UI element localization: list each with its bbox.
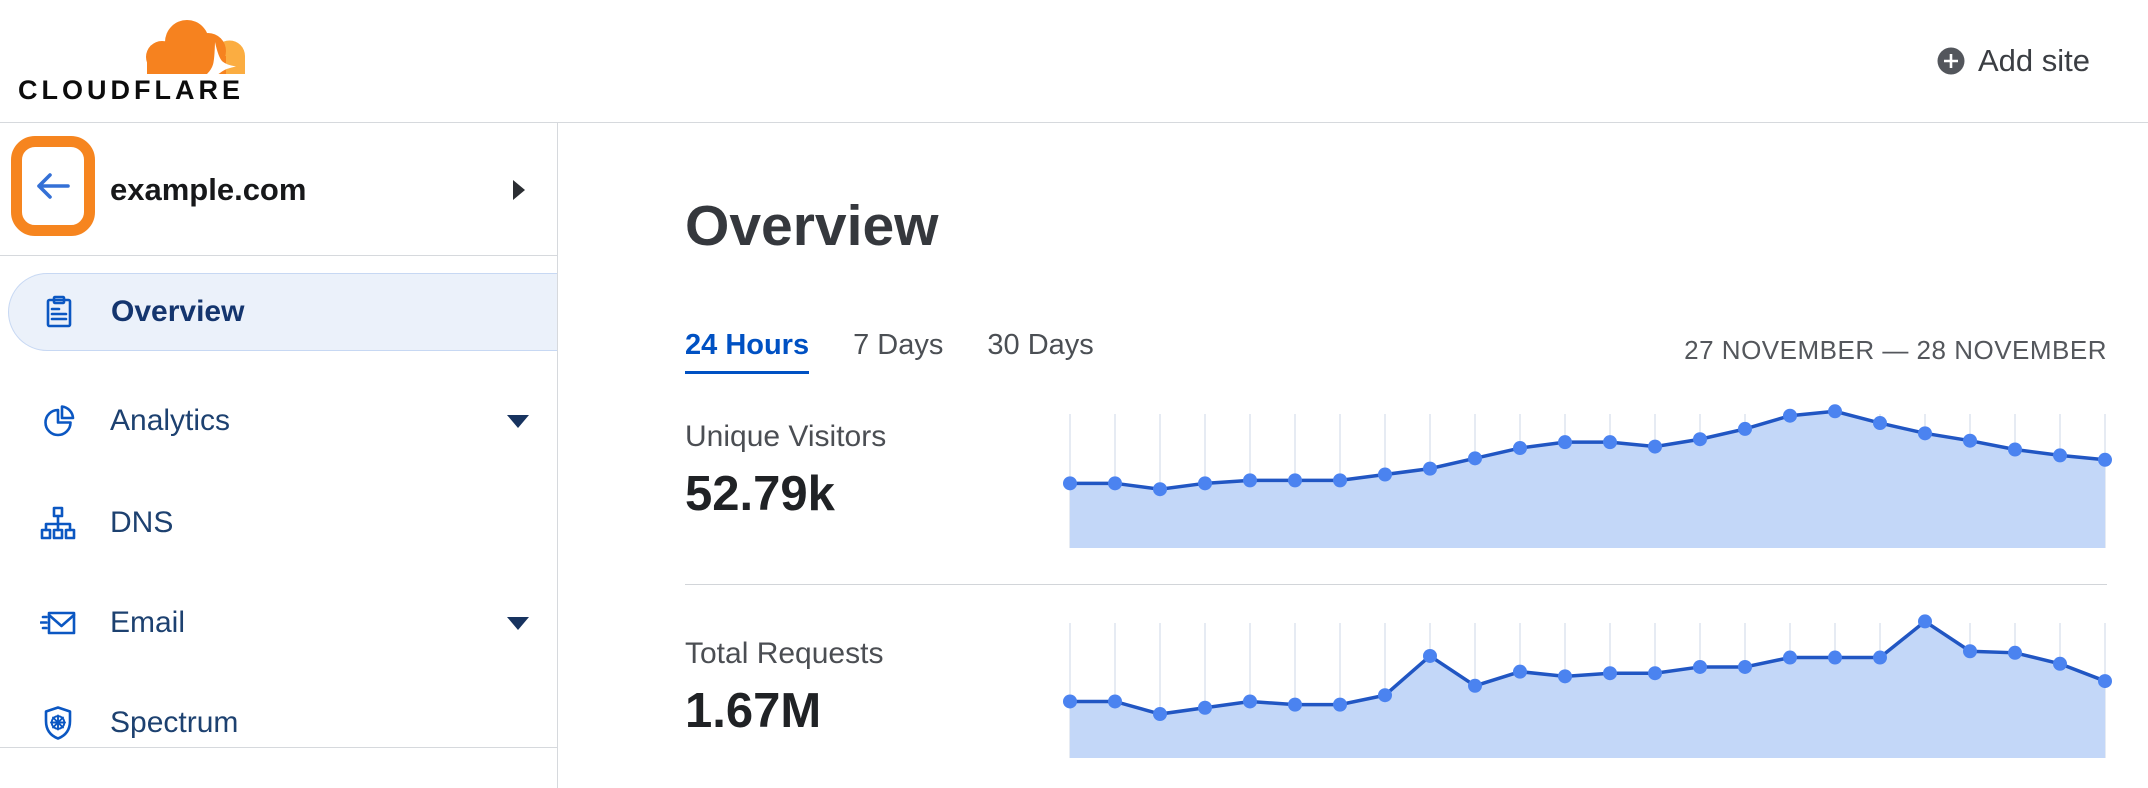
sidebar-item-label: Analytics [110, 404, 231, 437]
sidebar-item-dns[interactable]: DNS [0, 473, 557, 573]
pie-chart-icon [44, 405, 75, 437]
top-bar: CLOUDFLARE Add site [0, 0, 2148, 122]
metric-value-unique-visitors: 52.79k [685, 467, 835, 521]
cloudflare-logo[interactable]: CLOUDFLARE [18, 16, 268, 106]
sidebar-item-spectrum[interactable]: Spectrum [0, 673, 557, 773]
tab-30-days[interactable]: 30 Days [987, 329, 1094, 361]
shield-burst-icon [44, 706, 72, 740]
add-site-button[interactable]: Add site [1937, 43, 2090, 79]
caret-down-icon [507, 414, 529, 428]
tab-7-days[interactable]: 7 Days [853, 329, 944, 361]
sidebar-item-label: Email [110, 606, 186, 639]
metric-value-total-requests: 1.67M [685, 684, 822, 738]
site-name: example.com [110, 171, 307, 207]
caret-right-icon[interactable] [511, 123, 527, 256]
sidebar: example.com Overview Analytics [0, 123, 558, 788]
sidebar-item-label: Spectrum [110, 706, 239, 739]
add-site-label: Add site [1977, 43, 2090, 78]
caret-down-icon [507, 616, 529, 630]
tab-24-hours[interactable]: 24 Hours [685, 329, 810, 374]
unique-visitors-chart [1063, 401, 2112, 548]
page-title: Overview [685, 194, 939, 258]
metric-row-divider [685, 584, 2107, 585]
sidebar-item-label: Overview [111, 295, 245, 328]
sidebar-divider [0, 747, 558, 748]
main-content: Overview 24 Hours 7 Days 30 Days 27 NOVE… [558, 123, 2148, 788]
metric-label-total-requests: Total Requests [685, 637, 884, 670]
sitemap-icon [40, 506, 76, 540]
back-button[interactable] [11, 136, 95, 236]
time-range-tabs: 24 Hours 7 Days 30 Days [685, 329, 1138, 374]
envelope-icon [40, 611, 76, 635]
sidebar-item-overview[interactable]: Overview [8, 273, 557, 351]
date-range-label: 27 NOVEMBER — 28 NOVEMBER [1684, 335, 2107, 365]
clipboard-icon [46, 295, 72, 328]
sidebar-item-label: DNS [110, 506, 174, 539]
sidebar-item-analytics[interactable]: Analytics [0, 371, 557, 471]
metric-label-unique-visitors: Unique Visitors [685, 420, 887, 453]
cloudflare-wordmark: CLOUDFLARE [18, 75, 244, 105]
app-shell: example.com Overview Analytics [0, 122, 2148, 788]
cloudflare-cloud-icon [146, 20, 245, 74]
sidebar-item-email[interactable]: Email [0, 573, 557, 673]
total-requests-chart [1063, 601, 2112, 758]
plus-circle-icon [1937, 47, 1965, 75]
site-switcher[interactable]: example.com [0, 123, 557, 256]
arrow-left-icon [37, 173, 70, 199]
